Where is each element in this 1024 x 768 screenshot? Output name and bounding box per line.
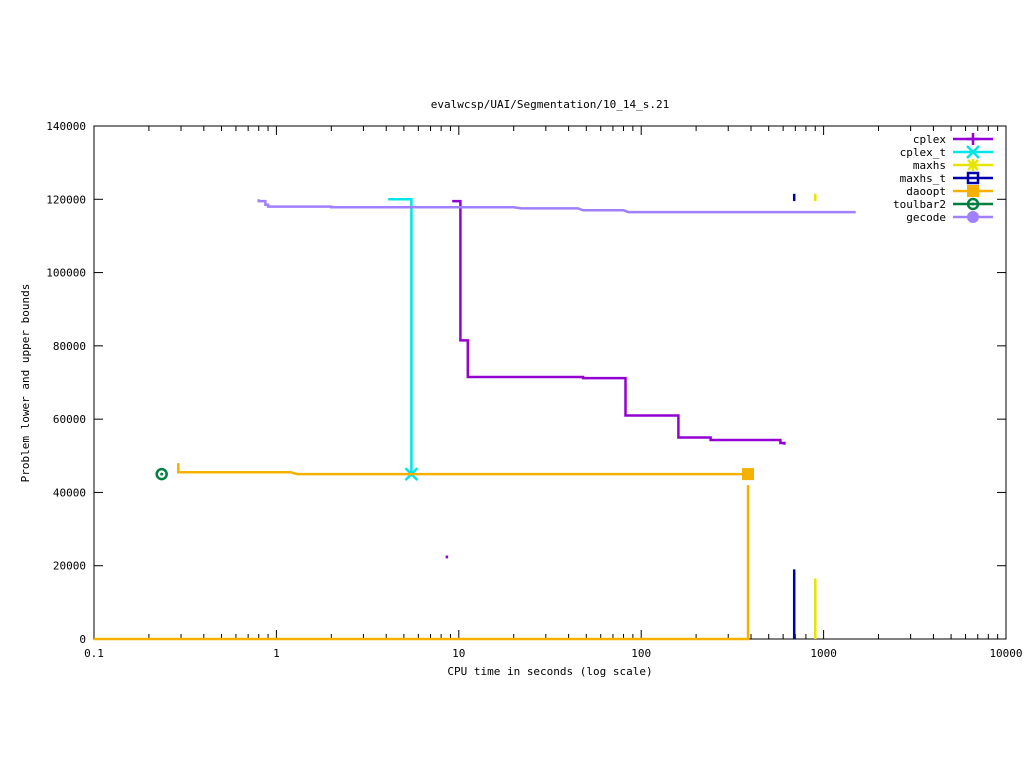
legend-marker — [967, 211, 979, 223]
legend-item-toulbar2: toulbar2 — [893, 197, 993, 211]
x-tick-label: 1 — [273, 647, 280, 660]
y-tick-label: 140000 — [46, 120, 86, 133]
legend-marker — [967, 185, 979, 197]
cplex-upper-bound-line — [452, 199, 786, 445]
y-tick-label: 40000 — [53, 486, 86, 499]
y-tick-label: 120000 — [46, 193, 86, 206]
legend-item-daoopt: daoopt — [906, 185, 993, 198]
axes: 0.1 1 10 100 1000 100000200004000060000800001… — [46, 120, 1022, 660]
legend-label: gecode — [906, 211, 946, 224]
x-tick-label: 10 — [452, 647, 465, 660]
series-gecode — [257, 199, 856, 214]
daoopt-lower-bound-line — [94, 485, 750, 641]
gecode-upper-bound-line — [257, 199, 856, 214]
series-layer — [94, 193, 856, 641]
series-cplex — [445, 199, 786, 559]
legend-marker — [966, 171, 980, 185]
y-tick-label: 20000 — [53, 560, 86, 573]
legend-marker — [966, 197, 980, 211]
x-tick-label: 0.1 — [84, 647, 104, 660]
x-axis-label: CPU time in seconds (log scale) — [447, 665, 652, 678]
legend-item-maxhs: maxhs — [913, 159, 993, 172]
y-axis-label: Problem lower and upper bounds — [19, 284, 32, 483]
legend-item-cplex_t: cplex_t — [900, 145, 993, 159]
cplex_t-upper-bound-line — [388, 198, 413, 475]
daoopt-point — [741, 468, 754, 481]
legend-marker — [967, 159, 979, 171]
series-daoopt — [94, 463, 754, 641]
legend-label: maxhs_t — [900, 172, 946, 185]
y-tick-label: 0 — [79, 633, 86, 646]
chart-title: evalwcsp/UAI/Segmentation/10_14_s.21 — [431, 98, 669, 111]
y-tick-label: 100000 — [46, 267, 86, 280]
legend: cplexcplex_tmaxhsmaxhs_tdaoopttoulbar2ge… — [893, 133, 993, 224]
legend-label: cplex_t — [900, 146, 946, 159]
y-tick-label: 60000 — [53, 413, 86, 426]
series-toulbar2 — [155, 467, 168, 481]
x-tick-label: 100 — [631, 647, 651, 660]
legend-item-cplex: cplex — [913, 133, 993, 146]
legend-label: toulbar2 — [893, 198, 946, 211]
plot-frame — [93, 125, 1007, 640]
legend-label: daoopt — [906, 185, 946, 198]
x-tick-label: 10000 — [989, 647, 1022, 660]
legend-label: maxhs — [913, 159, 946, 172]
daoopt-upper-bound-line — [177, 463, 748, 476]
y-tick-label: 80000 — [53, 340, 86, 353]
legend-item-gecode: gecode — [906, 211, 993, 224]
legend-marker — [966, 145, 980, 159]
legend-marker — [967, 133, 979, 145]
legend-item-maxhs_t: maxhs_t — [900, 171, 993, 185]
legend-label: cplex — [913, 133, 946, 146]
toulbar2-point — [155, 467, 168, 481]
x-tick-label: 1000 — [810, 647, 837, 660]
series-cplex_t — [388, 198, 419, 481]
